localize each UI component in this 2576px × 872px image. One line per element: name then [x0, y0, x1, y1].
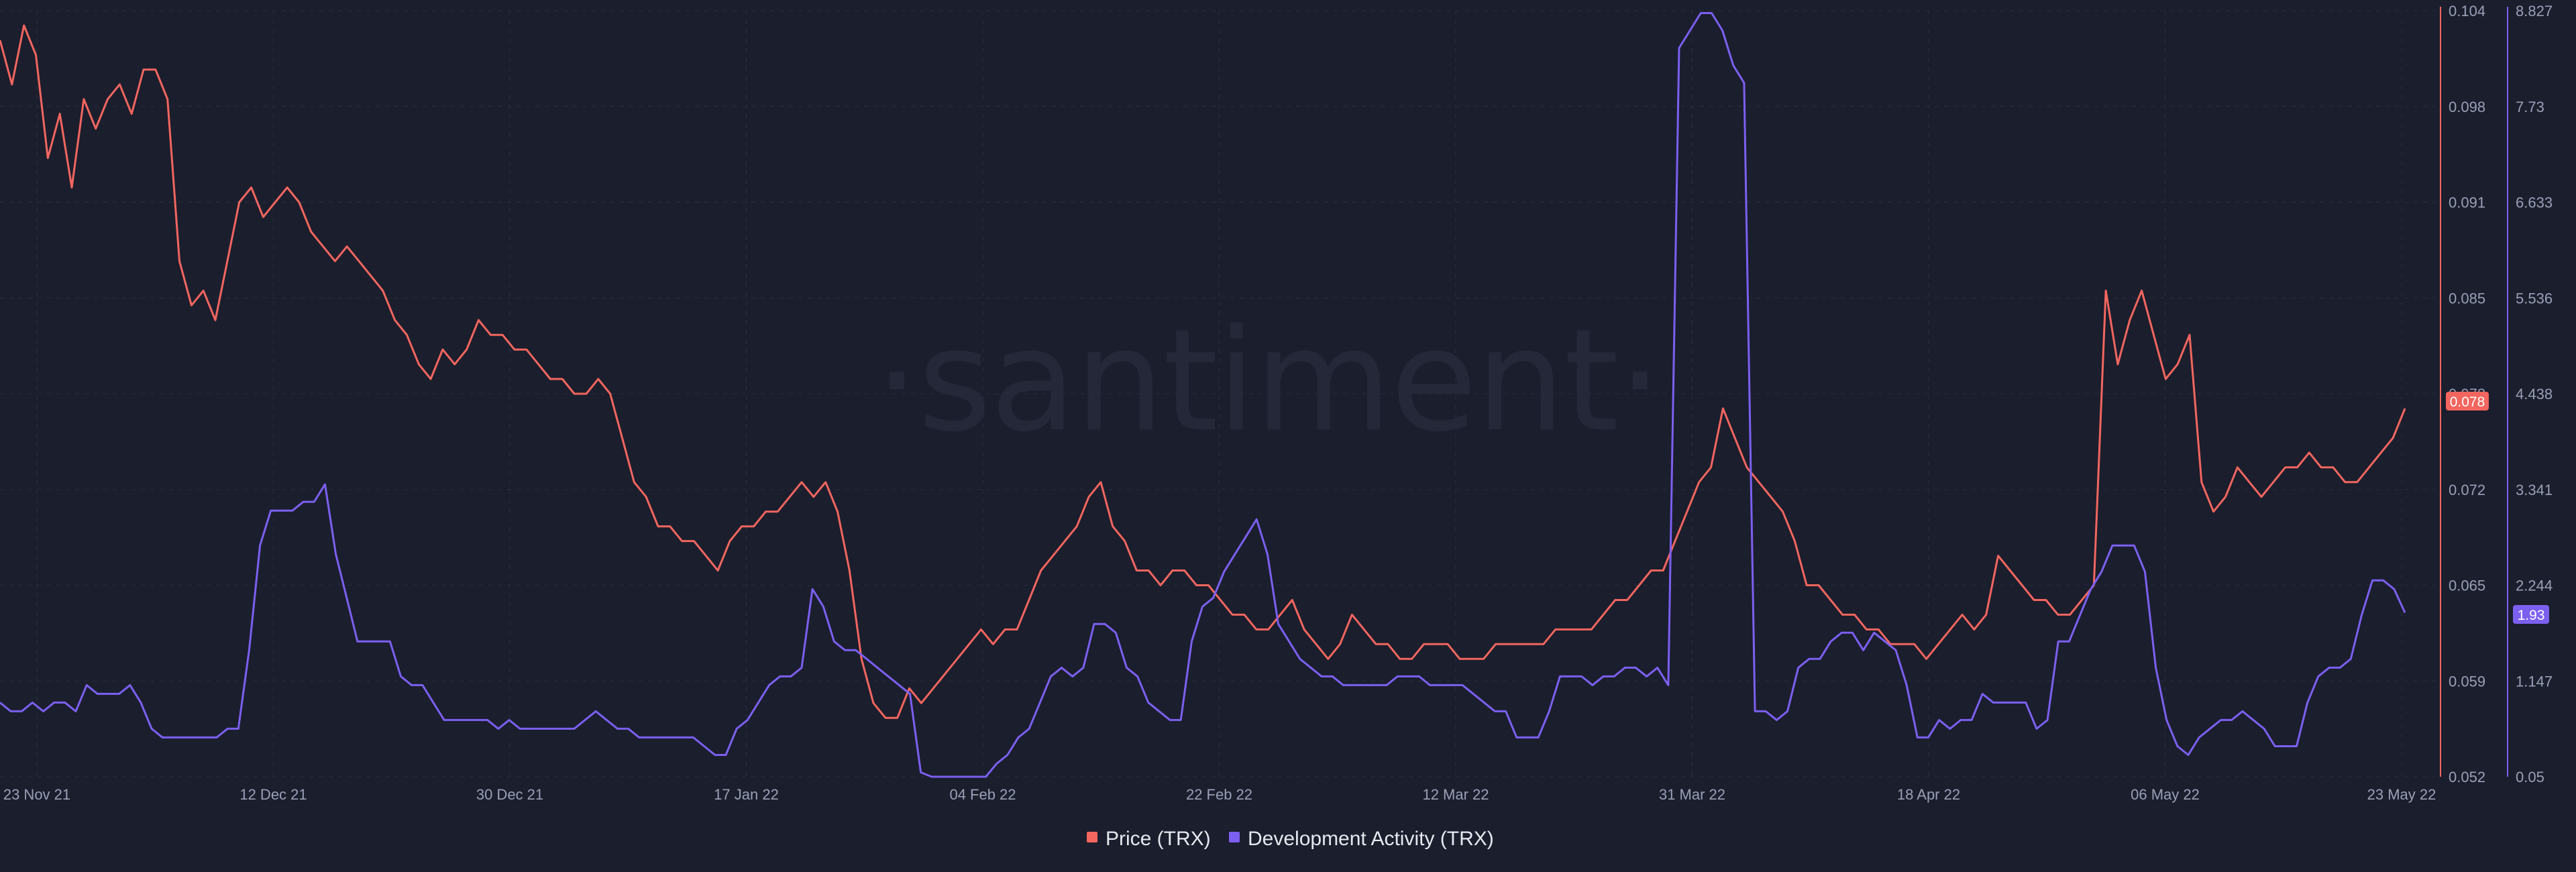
dev-activity-badge-label: 1.93	[2518, 608, 2545, 623]
price-line	[0, 24, 2406, 719]
legend-swatch-price	[1087, 832, 1097, 842]
legend-item-price[interactable]: Price (TRX)	[1087, 828, 1211, 850]
y-right-tick-label: 0.05	[2516, 769, 2544, 785]
legend-label-price: Price (TRX)	[1106, 828, 1211, 850]
y-left-tick-label: 0.052	[2449, 769, 2485, 785]
x-tick-label: 12 Mar 22	[1422, 786, 1489, 803]
price-badge-label: 0.078	[2450, 394, 2485, 410]
watermark: ·santiment·	[875, 298, 1662, 463]
y-right-tick-label: 7.73	[2516, 99, 2544, 115]
y-right-tick-label: 1.147	[2516, 673, 2553, 690]
x-tick-label: 06 May 22	[2131, 786, 2200, 803]
y-left-tick-label: 0.098	[2449, 99, 2485, 115]
y-left-tick-label: 0.085	[2449, 290, 2485, 307]
price-badge	[2446, 392, 2489, 411]
dev-activity-line	[0, 12, 2406, 778]
axes	[2440, 7, 2508, 777]
x-tick-label: 31 Mar 22	[1659, 786, 1725, 803]
y-right-tick-label: 8.827	[2516, 3, 2553, 19]
x-tick-label: 22 Feb 22	[1186, 786, 1252, 803]
y-right-tick-label: 2.244	[2516, 578, 2553, 594]
y-left-tick-label: 0.091	[2449, 195, 2485, 211]
dev-activity-badge	[2513, 605, 2549, 624]
tick-labels: 0.104 8.827 0.098 7.73 0.091 6.633 0.085 5.536 0…	[3, 3, 2553, 803]
grid-lines	[0, 10, 2435, 777]
x-tick-label: 04 Feb 22	[949, 786, 1016, 803]
legend-swatch-dev-activity	[1229, 832, 1240, 842]
y-right-tick-label: 5.536	[2516, 290, 2553, 307]
legend-item-dev-activity[interactable]: Development Activity (TRX)	[1229, 828, 1494, 850]
y-left-tick-label: 0.104	[2449, 3, 2485, 19]
y-right-tick-label: 4.438	[2516, 386, 2553, 402]
series-layer	[0, 12, 2406, 778]
x-tick-label: 23 Nov 21	[3, 786, 70, 803]
y-left-tick-label: 0.065	[2449, 578, 2485, 594]
y-right-tick-label: 3.341	[2516, 482, 2553, 498]
x-tick-label: 30 Dec 21	[476, 786, 543, 803]
legend-label-dev-activity: Development Activity (TRX)	[1248, 828, 1494, 850]
y-left-tick-label: 0.059	[2449, 673, 2485, 690]
y-right-tick-label: 6.633	[2516, 195, 2553, 211]
x-tick-label: 18 Apr 22	[1897, 786, 1960, 803]
y-left-tick-label: 0.072	[2449, 482, 2485, 498]
x-tick-label: 23 May 22	[2367, 786, 2436, 803]
legend: Price (TRX) Development Activity (TRX)	[1087, 828, 1494, 850]
x-tick-label: 12 Dec 21	[239, 786, 307, 803]
x-tick-label: 17 Jan 22	[714, 786, 779, 803]
current-value-badges: 0.078 1.93	[2446, 392, 2549, 624]
